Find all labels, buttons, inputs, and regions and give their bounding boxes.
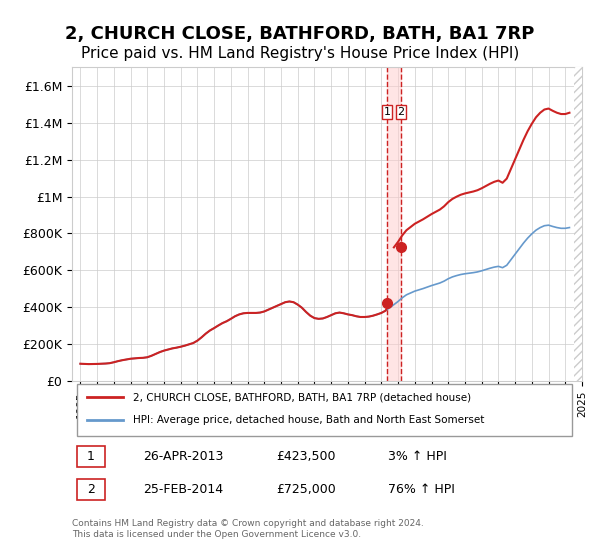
Text: 1: 1: [383, 107, 391, 117]
Text: 2, CHURCH CLOSE, BATHFORD, BATH, BA1 7RP (detached house): 2, CHURCH CLOSE, BATHFORD, BATH, BA1 7RP…: [133, 393, 472, 403]
Text: £725,000: £725,000: [276, 483, 336, 496]
Text: 25-FEB-2014: 25-FEB-2014: [143, 483, 224, 496]
Text: 26-APR-2013: 26-APR-2013: [143, 450, 224, 463]
Bar: [387, 67, 401, 381]
Text: HPI: Average price, detached house, Bath and North East Somerset: HPI: Average price, detached house, Bath…: [133, 416, 485, 426]
Text: 1: 1: [87, 450, 95, 463]
Text: £423,500: £423,500: [276, 450, 335, 463]
Text: 2: 2: [397, 107, 404, 117]
Text: 2, CHURCH CLOSE, BATHFORD, BATH, BA1 7RP: 2, CHURCH CLOSE, BATHFORD, BATH, BA1 7RP: [65, 25, 535, 43]
Text: 2: 2: [87, 483, 95, 496]
Text: 76% ↑ HPI: 76% ↑ HPI: [388, 483, 455, 496]
Text: 3% ↑ HPI: 3% ↑ HPI: [388, 450, 447, 463]
FancyBboxPatch shape: [77, 479, 105, 500]
Text: Contains HM Land Registry data © Crown copyright and database right 2024.
This d: Contains HM Land Registry data © Crown c…: [72, 520, 424, 539]
FancyBboxPatch shape: [77, 384, 572, 436]
Text: Price paid vs. HM Land Registry's House Price Index (HPI): Price paid vs. HM Land Registry's House …: [81, 46, 519, 61]
FancyBboxPatch shape: [77, 446, 105, 466]
